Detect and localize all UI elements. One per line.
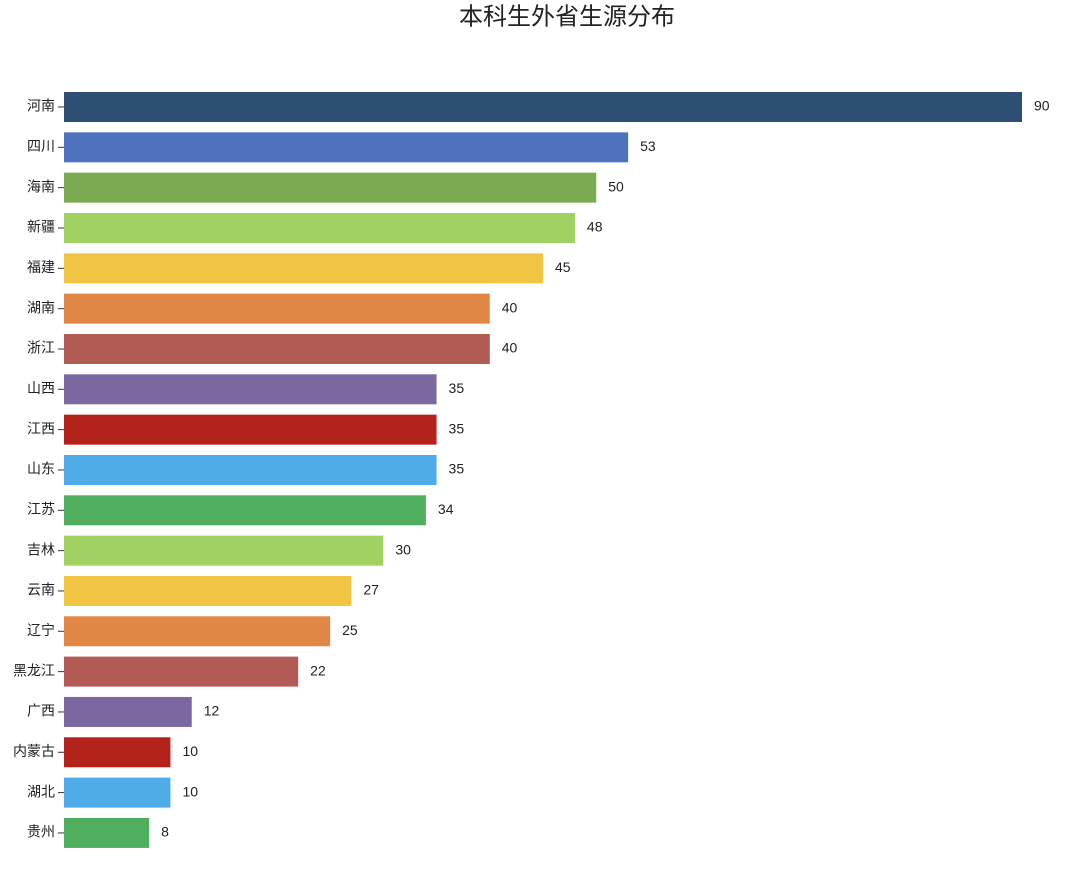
y-tick-label: 内蒙古 <box>13 743 55 759</box>
y-tick-label: 广西 <box>27 703 55 719</box>
y-tick-label: 山西 <box>27 380 55 396</box>
y-tick-label: 海南 <box>27 178 55 194</box>
y-tick-label: 河南 <box>27 98 55 114</box>
value-label: 50 <box>608 178 624 194</box>
value-label: 45 <box>555 259 571 275</box>
bar <box>64 414 437 445</box>
value-label: 40 <box>502 340 518 356</box>
bar <box>64 777 171 808</box>
y-tick-label: 浙江 <box>27 340 55 356</box>
bar <box>64 737 171 768</box>
y-tick-label: 四川 <box>27 138 55 154</box>
value-label: 27 <box>363 582 379 598</box>
bar <box>64 817 150 848</box>
bar <box>64 253 543 284</box>
y-tick-label: 云南 <box>27 582 55 598</box>
y-tick-label: 新疆 <box>27 219 55 235</box>
bar <box>64 212 575 243</box>
value-label: 8 <box>161 824 169 840</box>
bar <box>64 293 490 324</box>
value-label: 30 <box>395 541 411 557</box>
y-tick-label: 湖北 <box>27 783 55 799</box>
bar <box>64 696 192 727</box>
bar <box>64 172 597 203</box>
bar <box>64 374 437 405</box>
y-tick-label: 黑龙江 <box>13 662 55 678</box>
value-label: 22 <box>310 662 326 678</box>
bar <box>64 132 629 163</box>
y-tick-label: 辽宁 <box>27 622 55 638</box>
value-label: 40 <box>502 299 518 315</box>
value-label: 35 <box>449 461 465 477</box>
bar <box>64 656 299 687</box>
y-tick-label: 贵州 <box>27 824 55 840</box>
bar <box>64 495 426 526</box>
y-tick-label: 江苏 <box>27 501 55 517</box>
value-label: 35 <box>449 380 465 396</box>
value-label: 25 <box>342 622 358 638</box>
value-label: 53 <box>640 138 656 154</box>
y-tick-label: 福建 <box>27 259 55 275</box>
value-label: 12 <box>204 703 220 719</box>
value-label: 10 <box>182 743 198 759</box>
bar <box>64 535 384 566</box>
y-tick-label: 山东 <box>27 461 55 477</box>
bar <box>64 575 352 606</box>
y-tick-label: 湖南 <box>27 299 55 315</box>
bar <box>64 616 331 647</box>
value-label: 48 <box>587 219 603 235</box>
value-label: 10 <box>182 783 198 799</box>
bar <box>64 454 437 485</box>
y-tick-label: 江西 <box>27 420 55 436</box>
value-label: 90 <box>1034 98 1050 114</box>
bar <box>64 333 490 364</box>
value-label: 34 <box>438 501 454 517</box>
bar <box>64 92 1022 122</box>
y-tick-label: 吉林 <box>27 541 55 557</box>
value-label: 35 <box>449 420 465 436</box>
chart-title: 本科生外省生源分布 <box>459 3 675 30</box>
